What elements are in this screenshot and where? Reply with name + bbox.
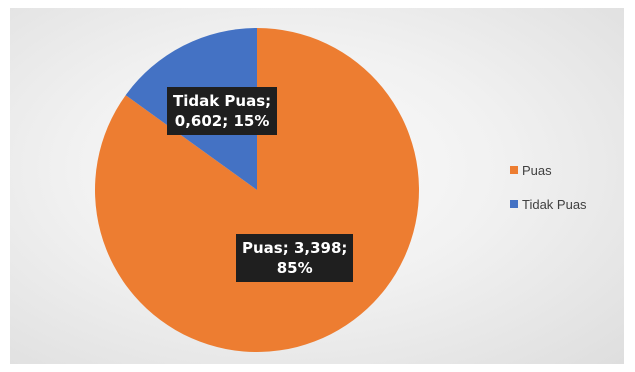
legend-label-puas: Puas xyxy=(522,162,552,178)
legend-swatch-puas xyxy=(510,166,518,174)
data-label-puas: Puas; 3,398; 85% xyxy=(236,234,354,282)
data-label-tidak-puas: Tidak Puas; 0,602; 15% xyxy=(167,87,278,135)
data-label-puas-line1: Puas; 3,398; xyxy=(242,239,348,257)
data-label-tidak-puas-line1: Tidak Puas; xyxy=(173,92,272,110)
legend: Puas Tidak Puas xyxy=(510,160,622,228)
data-label-tidak-puas-line2: 0,602; 15% xyxy=(174,112,270,130)
legend-item-puas: Puas xyxy=(510,160,622,180)
legend-swatch-tidak-puas xyxy=(510,200,518,208)
legend-label-tidak-puas: Tidak Puas xyxy=(522,196,587,212)
legend-item-tidak-puas: Tidak Puas xyxy=(510,194,622,214)
data-label-puas-line2: 85% xyxy=(276,259,313,277)
chart-area: Tidak Puas; 0,602; 15% Puas; 3,398; 85% … xyxy=(10,8,624,364)
pie-slices xyxy=(94,28,419,352)
